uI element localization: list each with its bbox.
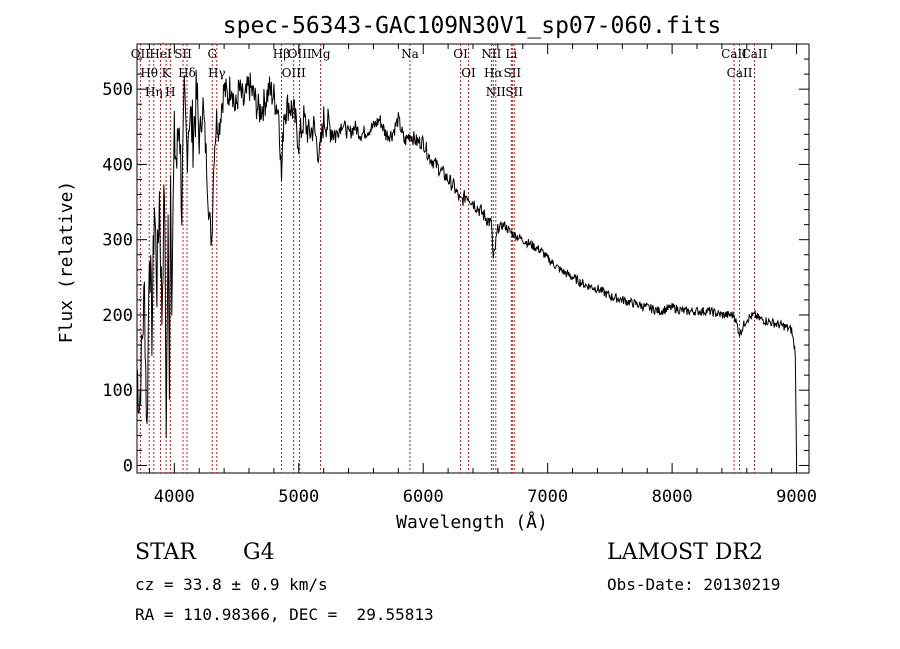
line-label-oii: OII <box>131 47 151 61</box>
x-tick-label: 5000 <box>278 487 319 507</box>
line-label-hγ: Hγ <box>208 66 226 80</box>
line-label-sii: SII <box>174 47 192 61</box>
line-label-caii: CaII <box>727 66 753 80</box>
line-label-k: K <box>162 66 172 80</box>
y-tick-label: 0 <box>123 456 133 476</box>
y-tick-label: 200 <box>102 306 133 326</box>
redshift-text: cz = 33.8 ± 0.9 km/s <box>135 575 328 594</box>
line-label-na: Na <box>401 47 419 61</box>
y-tick-label: 500 <box>102 80 133 100</box>
line-label-mg: Mg <box>311 47 331 61</box>
line-label-hβ: Hβ <box>273 47 290 61</box>
line-label-hη: Hη <box>145 85 163 99</box>
line-label-hθ: Hθ <box>140 66 158 80</box>
x-tick-label: 9000 <box>776 487 817 507</box>
y-tick-label: 100 <box>102 381 133 401</box>
line-label-nii: NII <box>486 85 506 99</box>
class-label: STAR <box>135 540 196 565</box>
line-label-sii: SII <box>505 85 523 99</box>
line-label-li: Li <box>505 47 517 61</box>
line-label-hei: HeI <box>149 47 172 61</box>
x-tick-label: 6000 <box>403 487 444 507</box>
spectral-line-markers <box>139 44 755 473</box>
x-tick-label: 7000 <box>527 487 568 507</box>
x-tick-label: 8000 <box>652 487 693 507</box>
series-layer <box>136 69 798 466</box>
subclass-label: G4 <box>243 540 275 565</box>
axis-ticks: 4000 5000 6000 7000 8000 9000 0 100 200 300 400 500 <box>102 44 817 507</box>
y-tick-label: 300 <box>102 231 133 251</box>
line-label-oi: OI <box>461 66 476 80</box>
line-label-oiii: OIII <box>288 47 312 61</box>
line-label-hα: Hα <box>484 66 503 80</box>
survey-label: LAMOST DR2 <box>607 540 763 565</box>
obs-date-text: Obs-Date: 20130219 <box>607 575 781 594</box>
line-label-g: G <box>207 47 217 61</box>
spectrum-series-line <box>136 69 798 466</box>
line-label-hδ: Hδ <box>178 66 196 80</box>
line-label-h: H <box>165 85 175 99</box>
y-tick-label: 400 <box>102 155 133 175</box>
line-label-oi: OI <box>453 47 468 61</box>
line-label-caii: CaII <box>721 47 747 61</box>
x-axis-label: Wavelength (Å) <box>396 511 548 533</box>
x-tick-label: 4000 <box>154 487 195 507</box>
line-label-oiii: OIII <box>282 66 306 80</box>
chart-title: spec-56343-GAC109N30V1_sp07-060.fits <box>223 13 722 39</box>
line-label-nii: NII <box>481 47 501 61</box>
line-label-sii: SII <box>503 66 521 80</box>
coordinates-text: RA = 110.98366, DEC = 29.55813 <box>135 605 434 624</box>
y-axis-label: Flux (relative) <box>56 181 77 344</box>
line-label-caii: CaII <box>742 47 768 61</box>
